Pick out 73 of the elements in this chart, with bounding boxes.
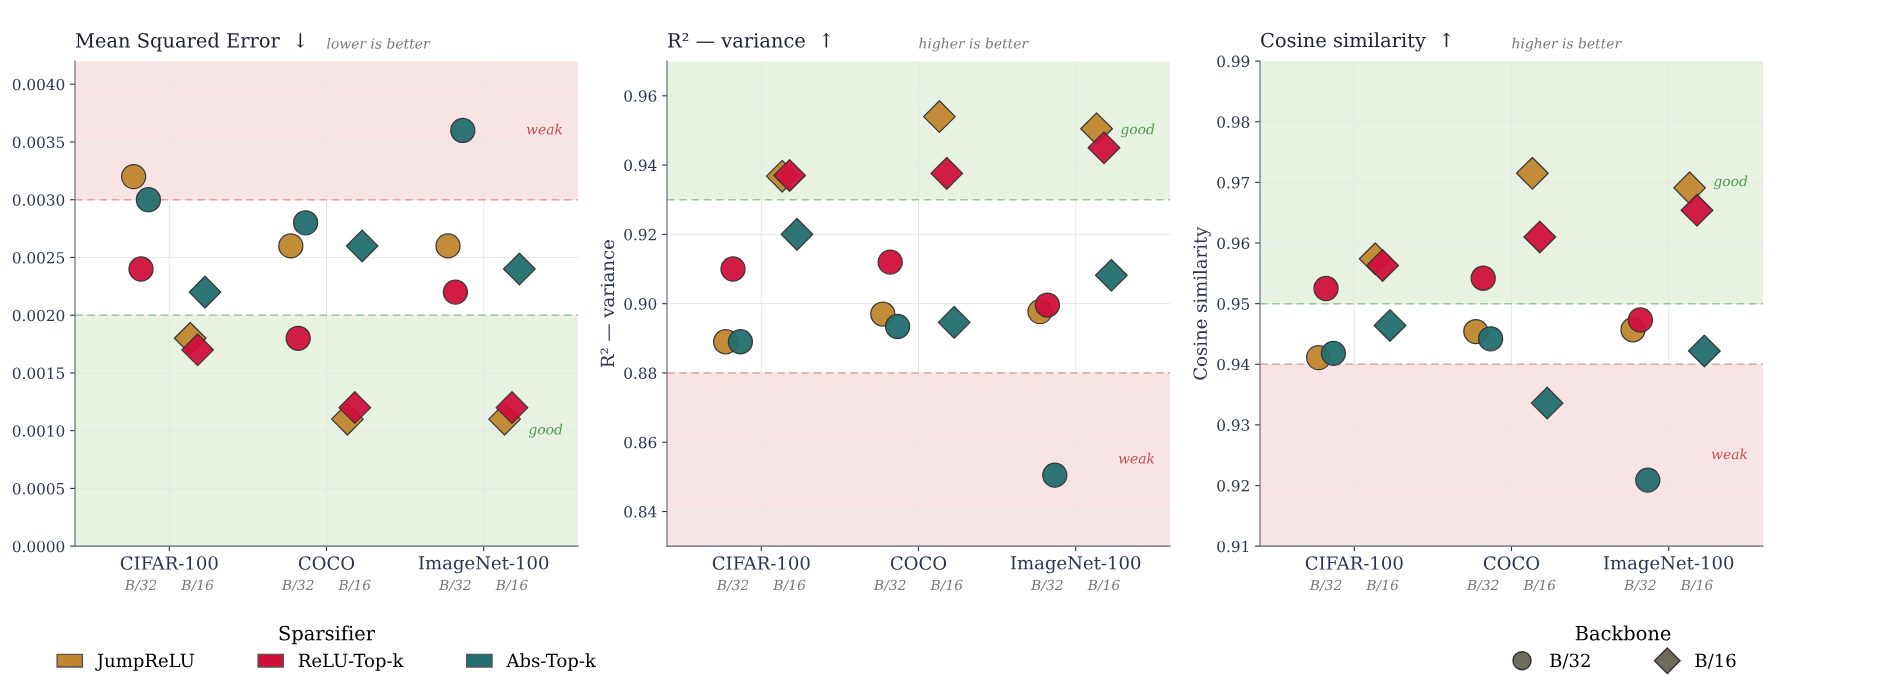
x-tick-label: B/32 bbox=[1623, 579, 1656, 592]
y-tick-label: 0.0035 bbox=[12, 136, 65, 148]
y-tick-label: 0.99 bbox=[1217, 55, 1250, 68]
x-tick-label: B/16 bbox=[1523, 579, 1556, 592]
y-tick-label: 0.88 bbox=[624, 367, 657, 379]
chart-subtitle: higher is better bbox=[919, 37, 1029, 52]
band-label: weak bbox=[526, 123, 563, 135]
y-tick-label: 0.96 bbox=[1217, 237, 1250, 250]
chart-subtitle: lower is better bbox=[327, 38, 431, 49]
y-tick-label: 0.0015 bbox=[12, 367, 65, 379]
y-tick-label: 0.92 bbox=[624, 228, 656, 241]
text: ImageNet-100 bbox=[418, 555, 549, 574]
x-tick-label: B/32 bbox=[1309, 579, 1342, 592]
y-tick-label: 0.91 bbox=[1217, 540, 1249, 553]
band-label: good bbox=[528, 423, 563, 438]
x-tick-label: B/32 bbox=[1466, 579, 1499, 592]
x-tick-label: B/16 bbox=[338, 579, 371, 592]
text: COCO bbox=[298, 556, 355, 570]
y-tick-label: 0.0040 bbox=[12, 78, 65, 91]
x-tick-label: B/16 bbox=[930, 579, 963, 592]
text: ImageNet-100 bbox=[1010, 555, 1141, 574]
x-tick-label: B/16 bbox=[495, 579, 528, 592]
text: CIFAR-100 bbox=[120, 556, 218, 570]
x-tick-label: B/16 bbox=[1680, 579, 1713, 592]
text: COCO bbox=[1483, 556, 1540, 570]
y-tick-label: 0.94 bbox=[1217, 358, 1250, 371]
legend-label: ReLU-Top-k bbox=[298, 653, 404, 671]
chart-subtitle: higher is better bbox=[1512, 37, 1622, 52]
text: CIFAR-100 bbox=[1305, 556, 1403, 570]
text: ImageNet-100 bbox=[1603, 555, 1734, 574]
band-label: weak bbox=[1711, 448, 1748, 460]
x-tick-label: B/32 bbox=[281, 579, 314, 592]
x-tick-label: B/32 bbox=[1030, 579, 1063, 592]
band-label: good bbox=[1713, 175, 1748, 190]
x-tick-label: B/16 bbox=[773, 579, 806, 592]
y-tick-label: 0.90 bbox=[624, 298, 657, 310]
y-tick-label: 0.96 bbox=[624, 90, 657, 102]
chart-title: R² — variance ↑ bbox=[668, 32, 831, 48]
y-tick-label: 0.86 bbox=[624, 436, 657, 449]
y-tick-label: 0.0005 bbox=[12, 482, 65, 495]
text: CIFAR-100 bbox=[712, 556, 810, 570]
category-label: B/16 bbox=[1695, 653, 1736, 669]
y-tick-label: 0.0000 bbox=[12, 540, 65, 553]
y-tick-label: 0.0020 bbox=[12, 309, 65, 322]
legend-label: JumpReLU bbox=[95, 653, 195, 671]
y-tick-label: 0.0030 bbox=[12, 194, 65, 206]
y-tick-label: 0.0025 bbox=[12, 251, 65, 264]
legend-label: Abs-Top-k bbox=[506, 653, 597, 671]
x-tick-label: B/32 bbox=[873, 579, 906, 592]
y-tick-label: 0.84 bbox=[624, 505, 657, 518]
x-tick-label: B/32 bbox=[716, 579, 749, 592]
y-tick-label: 0.98 bbox=[1217, 116, 1250, 128]
y-tick-label: 0.95 bbox=[1217, 298, 1250, 310]
x-tick-label: B/16 bbox=[1087, 579, 1120, 592]
x-tick-label: B/32 bbox=[438, 579, 471, 592]
text: COCO bbox=[890, 556, 947, 570]
y-tick-label: 0.0010 bbox=[12, 425, 65, 437]
category-label: B/32 bbox=[1550, 653, 1590, 669]
chart-title: Mean Squared Error ↓ bbox=[75, 32, 305, 52]
y-axis-title: Cosine similarity bbox=[1192, 226, 1211, 380]
y-tick-label: 0.92 bbox=[1217, 480, 1249, 492]
band-label: weak bbox=[1118, 452, 1155, 464]
band-label: good bbox=[1120, 123, 1155, 138]
legend-title: Sparsifier bbox=[279, 625, 376, 645]
y-axis-title: R² — variance bbox=[600, 240, 615, 368]
x-tick-label: B/32 bbox=[124, 579, 157, 592]
chart-title: Cosine similarity ↑ bbox=[1261, 32, 1451, 52]
legend-title: Backbone bbox=[1575, 625, 1671, 641]
x-tick-label: B/16 bbox=[181, 579, 214, 592]
y-tick-label: 0.97 bbox=[1217, 176, 1250, 189]
x-tick-label: B/16 bbox=[1366, 579, 1399, 592]
y-tick-label: 0.94 bbox=[624, 159, 657, 172]
y-tick-label: 0.93 bbox=[1217, 419, 1250, 431]
